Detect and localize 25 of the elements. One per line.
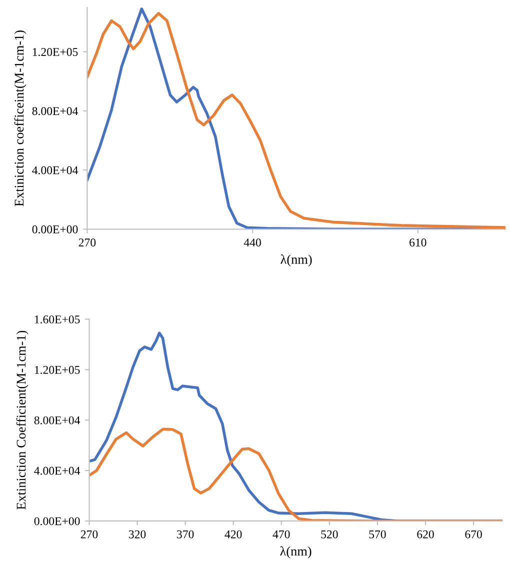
y-tick-label: 4.00E+04 [34, 466, 80, 475]
y-tick-label: 4.00E+04 [32, 166, 78, 174]
x-tick-label: 270 [80, 530, 98, 538]
x-tick-label: 270 [78, 238, 96, 246]
x-tick-label: 420 [224, 530, 242, 538]
y-tick-label: 8.00E+04 [34, 416, 80, 424]
x-tick-label: 570 [369, 530, 386, 538]
y-tick-label: 1.20E+05 [32, 48, 78, 56]
x-tick-label: 470 [272, 530, 290, 538]
y-tick-label: 1.60E+05 [34, 315, 80, 324]
y-tick-label: 0.00E+00 [34, 517, 80, 526]
x-tick-label: 670 [465, 530, 482, 538]
y-tick-label: 1.20E+05 [34, 366, 80, 374]
x-tick-label: 320 [128, 530, 146, 538]
y-tick-label: 8.00E+04 [32, 107, 78, 116]
x-axis-title: λ(nm) [280, 546, 312, 558]
y-axis-title: Extiniction Coefficient(M-1cm-1) [16, 330, 28, 510]
x-tick-label: 610 [410, 238, 426, 246]
x-tick-label: 440 [244, 238, 261, 246]
x-tick-label: 520 [321, 530, 338, 538]
x-axis-title: λ(nm) [280, 254, 312, 267]
y-tick-label: 0.00E+00 [32, 225, 78, 234]
x-tick-label: 620 [417, 530, 434, 538]
x-tick-label: 370 [177, 530, 194, 538]
y-axis-title: Extiniction coefficeint(M-1cm-1) [14, 30, 26, 206]
